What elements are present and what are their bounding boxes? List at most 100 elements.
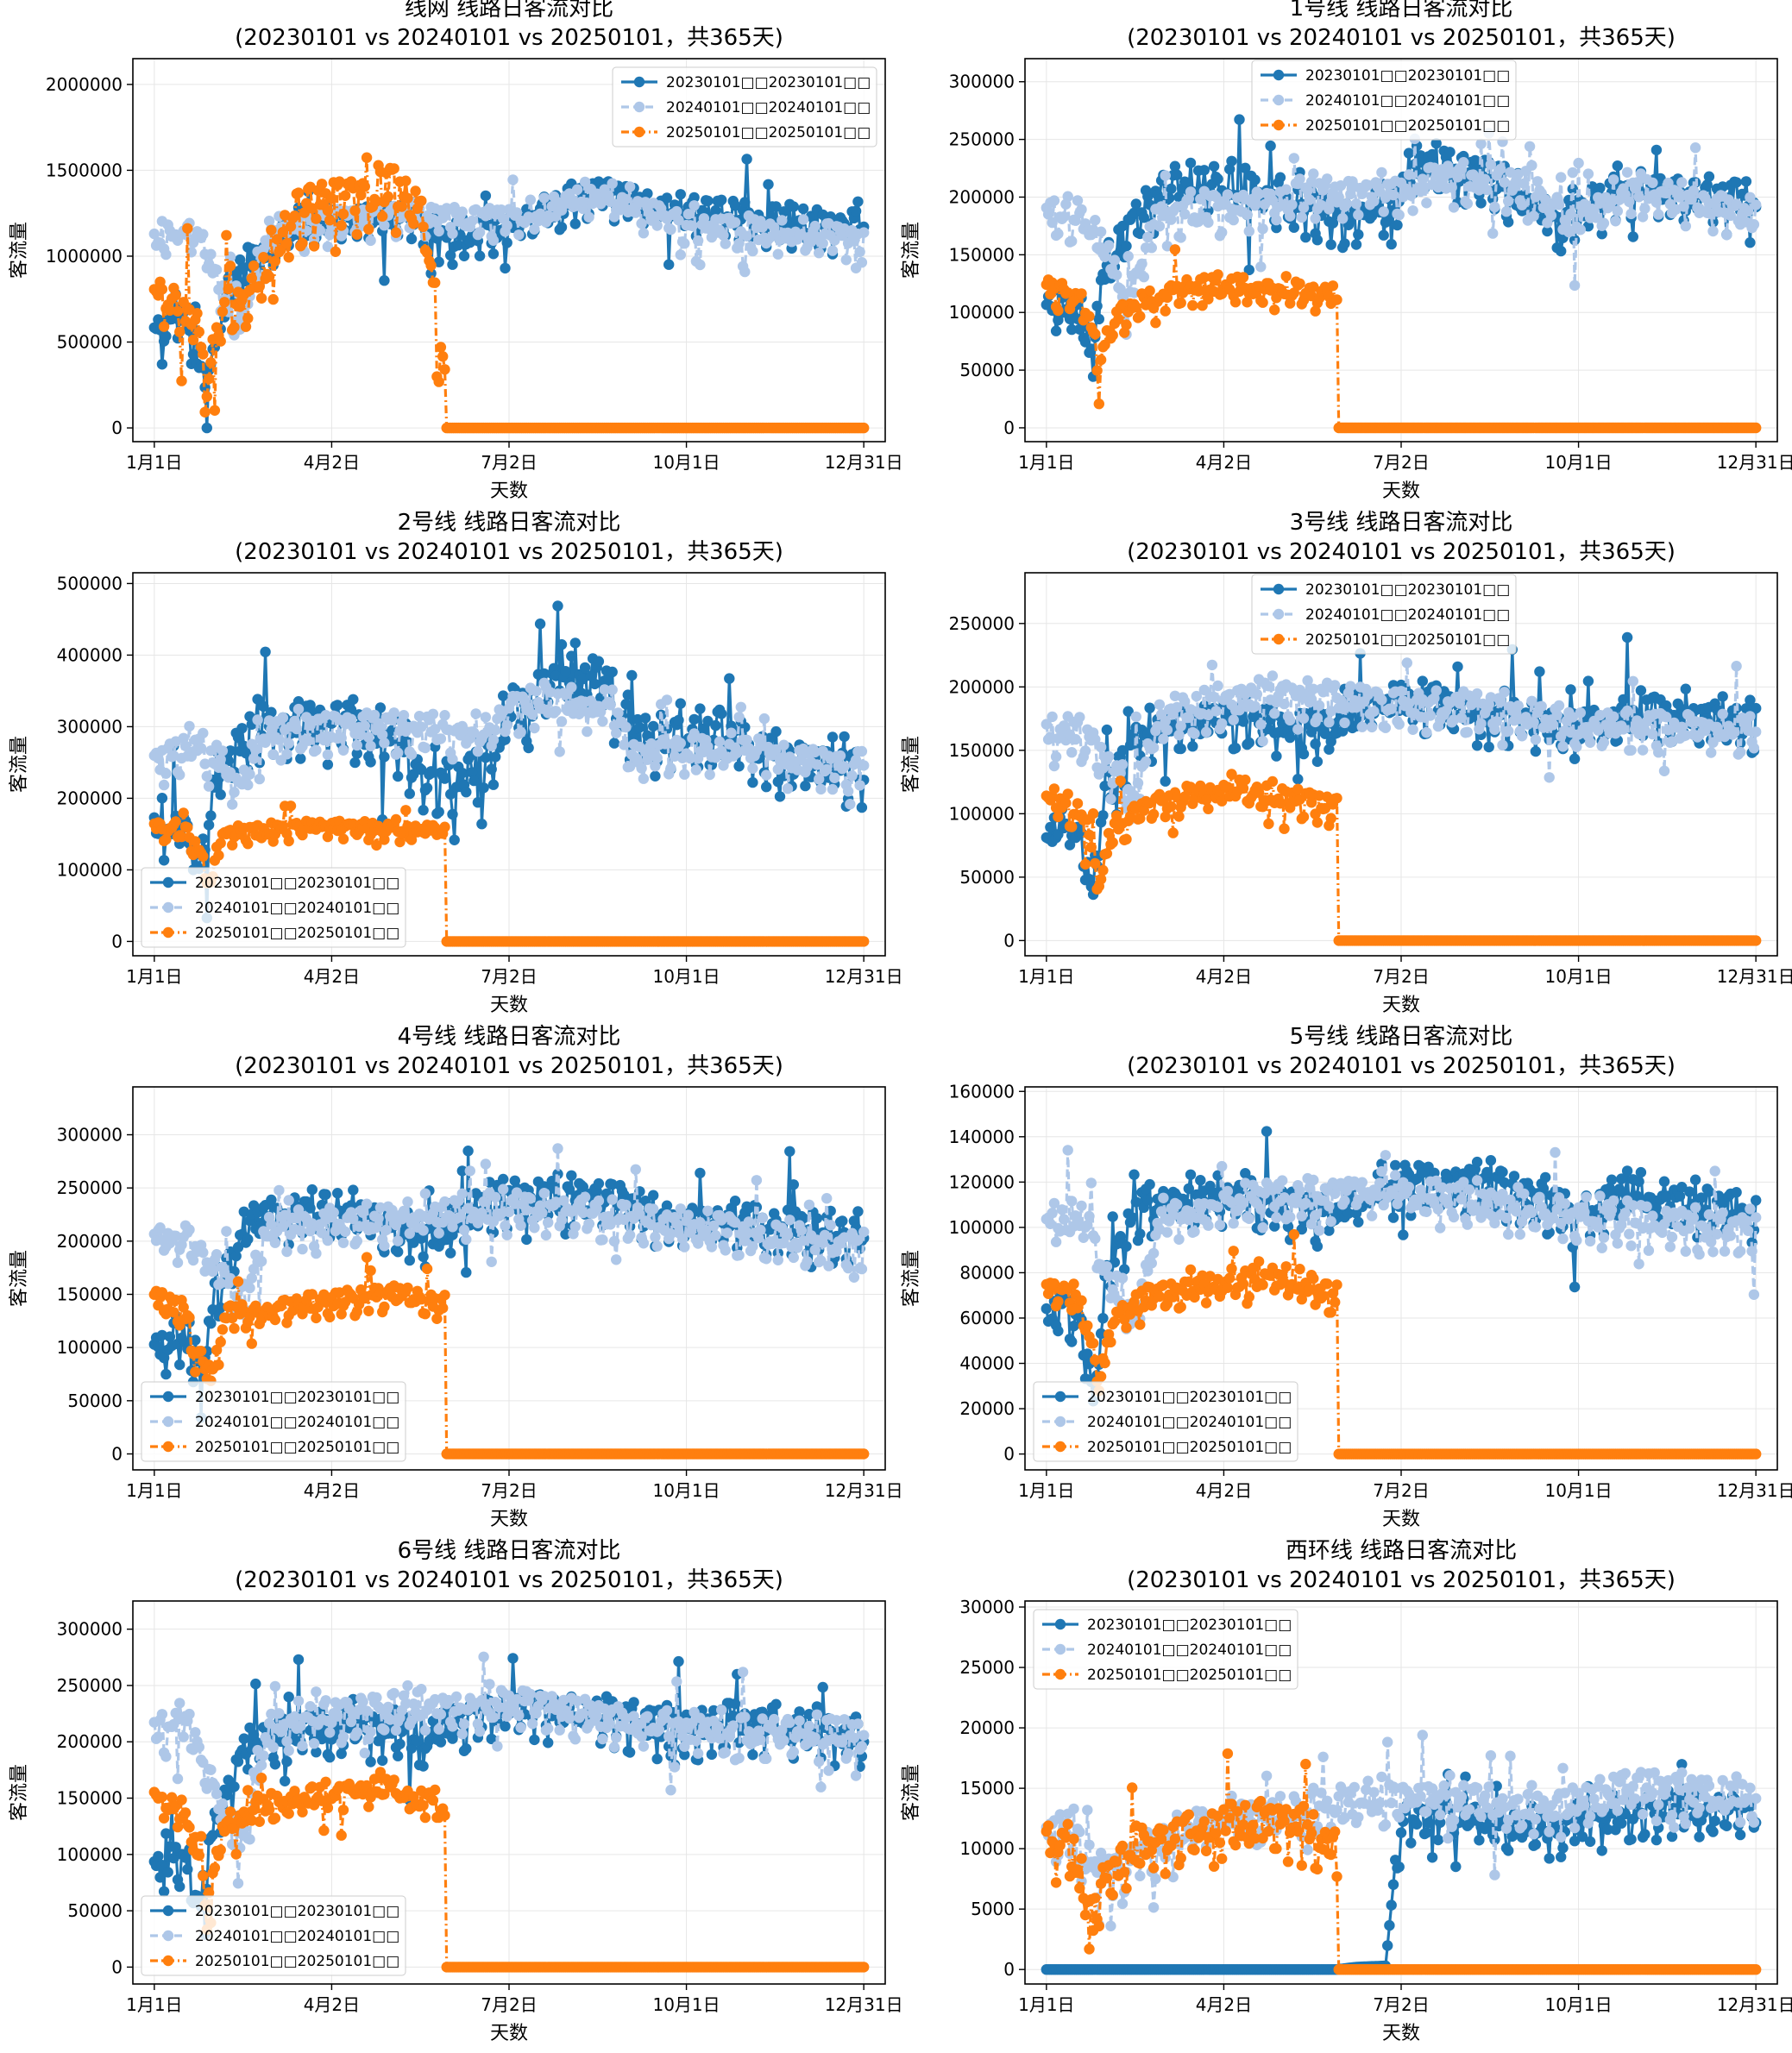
x-tick-label: 4月2日 [304, 966, 360, 987]
data-point-2024 [413, 711, 425, 722]
data-point-2023 [788, 201, 799, 212]
data-point-2023 [827, 731, 839, 743]
data-point-2025 [254, 280, 265, 292]
data-point-2025 [1331, 793, 1342, 804]
legend: 20230101□□20230101□□20240101□□20240101□□… [141, 867, 406, 948]
x-axis-label: 天数 [1382, 480, 1420, 502]
data-point-2024 [267, 749, 279, 760]
data-point-2023 [447, 1229, 458, 1240]
data-point-2023 [1353, 229, 1364, 241]
subplot-panel: 1号线 线路日客流对比(20230101 vs 20240101 vs 2025… [901, 0, 1792, 502]
y-tick-label: 100000 [57, 859, 123, 880]
legend-marker-2023 [162, 876, 174, 888]
data-point-2024 [720, 238, 731, 249]
data-point-2025 [1093, 399, 1105, 410]
data-point-2023 [642, 730, 653, 741]
data-point-2023 [187, 348, 199, 360]
data-point-2024 [1651, 197, 1663, 208]
data-point-2025 [1269, 304, 1280, 316]
data-point-2024 [1489, 724, 1500, 735]
data-point-2024 [1624, 196, 1635, 208]
data-point-2024 [1048, 760, 1060, 772]
data-point-2023 [741, 154, 752, 165]
data-point-2023 [1224, 163, 1236, 175]
data-point-2024 [1376, 694, 1387, 706]
data-point-2023 [332, 700, 343, 711]
data-point-2023 [534, 618, 546, 630]
data-point-2024 [675, 738, 686, 749]
data-point-2024 [556, 716, 568, 727]
data-point-2025 [1084, 311, 1095, 322]
data-point-2024 [379, 738, 390, 749]
data-point-2023 [1350, 239, 1362, 250]
data-point-2024 [1296, 211, 1308, 223]
data-point-2024 [1062, 191, 1073, 202]
data-point-2024 [174, 769, 185, 781]
data-point-2024 [1130, 711, 1142, 723]
data-point-2023 [266, 706, 277, 718]
data-point-2024 [1279, 698, 1290, 710]
data-point-2025 [337, 208, 349, 220]
data-point-2024 [1109, 254, 1121, 266]
data-point-2025 [164, 304, 176, 316]
data-point-2024 [665, 223, 676, 235]
data-point-2023 [498, 690, 509, 701]
data-point-2025 [1203, 803, 1214, 814]
data-point-2024 [1285, 714, 1296, 726]
data-point-2025 [396, 201, 407, 212]
data-point-2023 [348, 1184, 359, 1196]
data-point-2023 [480, 752, 492, 763]
subplot-title: 线网 线路日客流对比 [405, 0, 613, 22]
series-2025 [148, 800, 870, 947]
data-point-2024 [1161, 725, 1173, 736]
x-tick-label: 12月31日 [1717, 966, 1792, 987]
data-point-2024 [292, 703, 305, 715]
data-point-2025 [229, 322, 240, 333]
data-point-2023 [1378, 229, 1389, 241]
data-point-2024 [1249, 200, 1261, 211]
data-point-2025 [1079, 858, 1091, 870]
data-point-2024 [1255, 261, 1267, 273]
data-point-2024 [252, 714, 263, 725]
data-point-2025 [430, 277, 441, 288]
data-point-2024 [1173, 729, 1185, 741]
data-point-2024 [1531, 176, 1544, 187]
data-point-2025 [242, 312, 254, 324]
data-point-2024 [1536, 700, 1547, 712]
data-point-2023 [1703, 171, 1715, 182]
data-point-2023 [642, 188, 653, 199]
data-point-2024 [1742, 205, 1754, 217]
data-point-2024 [729, 217, 741, 228]
data-point-2025 [277, 226, 289, 238]
data-point-2023 [1160, 775, 1171, 787]
data-point-2023 [1740, 176, 1752, 187]
data-point-2025 [1167, 827, 1179, 838]
data-point-2025 [215, 838, 226, 849]
data-point-2025 [182, 223, 193, 234]
data-point-2025 [311, 213, 322, 224]
data-point-2024 [829, 772, 840, 783]
data-point-2024 [456, 206, 468, 217]
data-point-2024 [607, 684, 618, 695]
data-point-2023 [1556, 245, 1567, 257]
data-point-2025 [1325, 813, 1336, 824]
legend-marker-2025 [162, 926, 174, 939]
data-point-2023 [458, 250, 470, 261]
data-point-2023 [552, 1168, 563, 1180]
data-point-2024 [291, 723, 302, 735]
data-point-2023 [205, 810, 217, 821]
data-point-2024 [1676, 177, 1688, 188]
data-point-2025 [182, 822, 193, 833]
data-point-2024 [1475, 718, 1487, 730]
data-point-2023 [579, 662, 591, 674]
data-point-2024 [419, 742, 431, 754]
data-point-2024 [470, 708, 481, 719]
data-point-2025 [1111, 810, 1122, 821]
data-point-2023 [608, 738, 620, 749]
data-point-2023 [393, 770, 404, 782]
data-point-2023 [320, 1189, 331, 1200]
data-point-2024 [1528, 210, 1539, 222]
y-tick-label: 500000 [57, 573, 123, 593]
data-point-2025 [326, 192, 337, 204]
